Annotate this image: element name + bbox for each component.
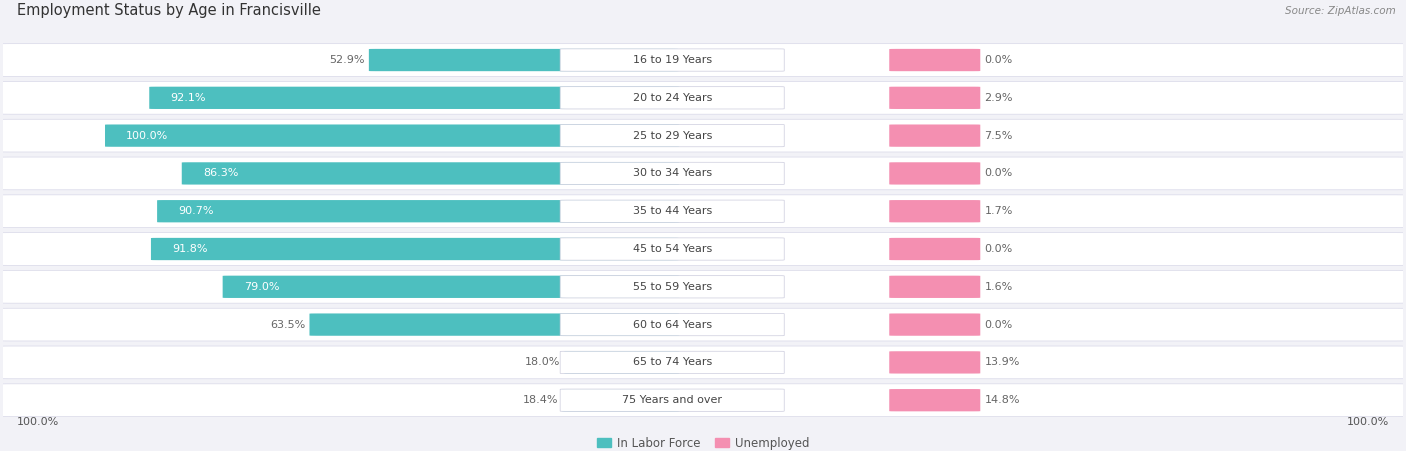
FancyBboxPatch shape: [889, 351, 980, 373]
FancyBboxPatch shape: [0, 233, 1406, 265]
FancyBboxPatch shape: [0, 44, 1406, 76]
FancyBboxPatch shape: [0, 157, 1406, 190]
FancyBboxPatch shape: [560, 276, 785, 298]
FancyBboxPatch shape: [564, 351, 679, 373]
Text: 100.0%: 100.0%: [1347, 417, 1389, 427]
Text: 86.3%: 86.3%: [202, 168, 238, 179]
FancyBboxPatch shape: [560, 87, 785, 109]
Text: 20 to 24 Years: 20 to 24 Years: [633, 93, 711, 103]
FancyBboxPatch shape: [181, 162, 679, 184]
FancyBboxPatch shape: [560, 162, 785, 184]
FancyBboxPatch shape: [105, 124, 679, 147]
Text: 1.6%: 1.6%: [984, 282, 1012, 292]
FancyBboxPatch shape: [889, 124, 980, 147]
Text: 55 to 59 Years: 55 to 59 Years: [633, 282, 711, 292]
FancyBboxPatch shape: [0, 308, 1406, 341]
FancyBboxPatch shape: [560, 200, 785, 222]
FancyBboxPatch shape: [560, 313, 785, 336]
FancyBboxPatch shape: [889, 162, 980, 184]
FancyBboxPatch shape: [560, 351, 785, 373]
Text: 65 to 74 Years: 65 to 74 Years: [633, 357, 711, 368]
FancyBboxPatch shape: [0, 82, 1406, 114]
Text: 92.1%: 92.1%: [170, 93, 205, 103]
FancyBboxPatch shape: [889, 200, 980, 222]
Text: 16 to 19 Years: 16 to 19 Years: [633, 55, 711, 65]
Legend: In Labor Force, Unemployed: In Labor Force, Unemployed: [592, 432, 814, 451]
Text: 63.5%: 63.5%: [270, 320, 305, 330]
FancyBboxPatch shape: [889, 87, 980, 109]
FancyBboxPatch shape: [0, 195, 1406, 228]
FancyBboxPatch shape: [0, 384, 1406, 417]
Text: 60 to 64 Years: 60 to 64 Years: [633, 320, 711, 330]
Text: 100.0%: 100.0%: [17, 417, 59, 427]
FancyBboxPatch shape: [560, 389, 785, 411]
FancyBboxPatch shape: [309, 313, 679, 336]
Text: 91.8%: 91.8%: [172, 244, 208, 254]
FancyBboxPatch shape: [889, 389, 980, 411]
Text: 0.0%: 0.0%: [984, 244, 1012, 254]
Text: 18.0%: 18.0%: [524, 357, 560, 368]
FancyBboxPatch shape: [889, 313, 980, 336]
FancyBboxPatch shape: [560, 124, 785, 147]
FancyBboxPatch shape: [157, 200, 679, 222]
Text: 13.9%: 13.9%: [984, 357, 1019, 368]
FancyBboxPatch shape: [368, 49, 679, 71]
FancyBboxPatch shape: [560, 238, 785, 260]
FancyBboxPatch shape: [562, 389, 679, 411]
FancyBboxPatch shape: [149, 87, 679, 109]
Text: 7.5%: 7.5%: [984, 131, 1012, 141]
FancyBboxPatch shape: [0, 271, 1406, 303]
FancyBboxPatch shape: [222, 276, 679, 298]
FancyBboxPatch shape: [889, 49, 980, 71]
Text: 90.7%: 90.7%: [179, 206, 214, 216]
Text: 75 Years and over: 75 Years and over: [623, 395, 723, 405]
FancyBboxPatch shape: [560, 49, 785, 71]
FancyBboxPatch shape: [889, 238, 980, 260]
FancyBboxPatch shape: [0, 346, 1406, 379]
Text: 52.9%: 52.9%: [329, 55, 364, 65]
FancyBboxPatch shape: [0, 119, 1406, 152]
Text: 1.7%: 1.7%: [984, 206, 1012, 216]
FancyBboxPatch shape: [150, 238, 679, 260]
Text: 79.0%: 79.0%: [243, 282, 280, 292]
Text: 100.0%: 100.0%: [127, 131, 169, 141]
Text: Source: ZipAtlas.com: Source: ZipAtlas.com: [1285, 6, 1396, 16]
Text: 30 to 34 Years: 30 to 34 Years: [633, 168, 711, 179]
Text: 0.0%: 0.0%: [984, 55, 1012, 65]
Text: 2.9%: 2.9%: [984, 93, 1012, 103]
Text: 18.4%: 18.4%: [523, 395, 558, 405]
Text: 14.8%: 14.8%: [984, 395, 1019, 405]
Text: 35 to 44 Years: 35 to 44 Years: [633, 206, 711, 216]
Text: 25 to 29 Years: 25 to 29 Years: [633, 131, 711, 141]
Text: 0.0%: 0.0%: [984, 168, 1012, 179]
FancyBboxPatch shape: [889, 276, 980, 298]
Text: Employment Status by Age in Francisville: Employment Status by Age in Francisville: [17, 4, 321, 18]
Text: 45 to 54 Years: 45 to 54 Years: [633, 244, 711, 254]
Text: 0.0%: 0.0%: [984, 320, 1012, 330]
